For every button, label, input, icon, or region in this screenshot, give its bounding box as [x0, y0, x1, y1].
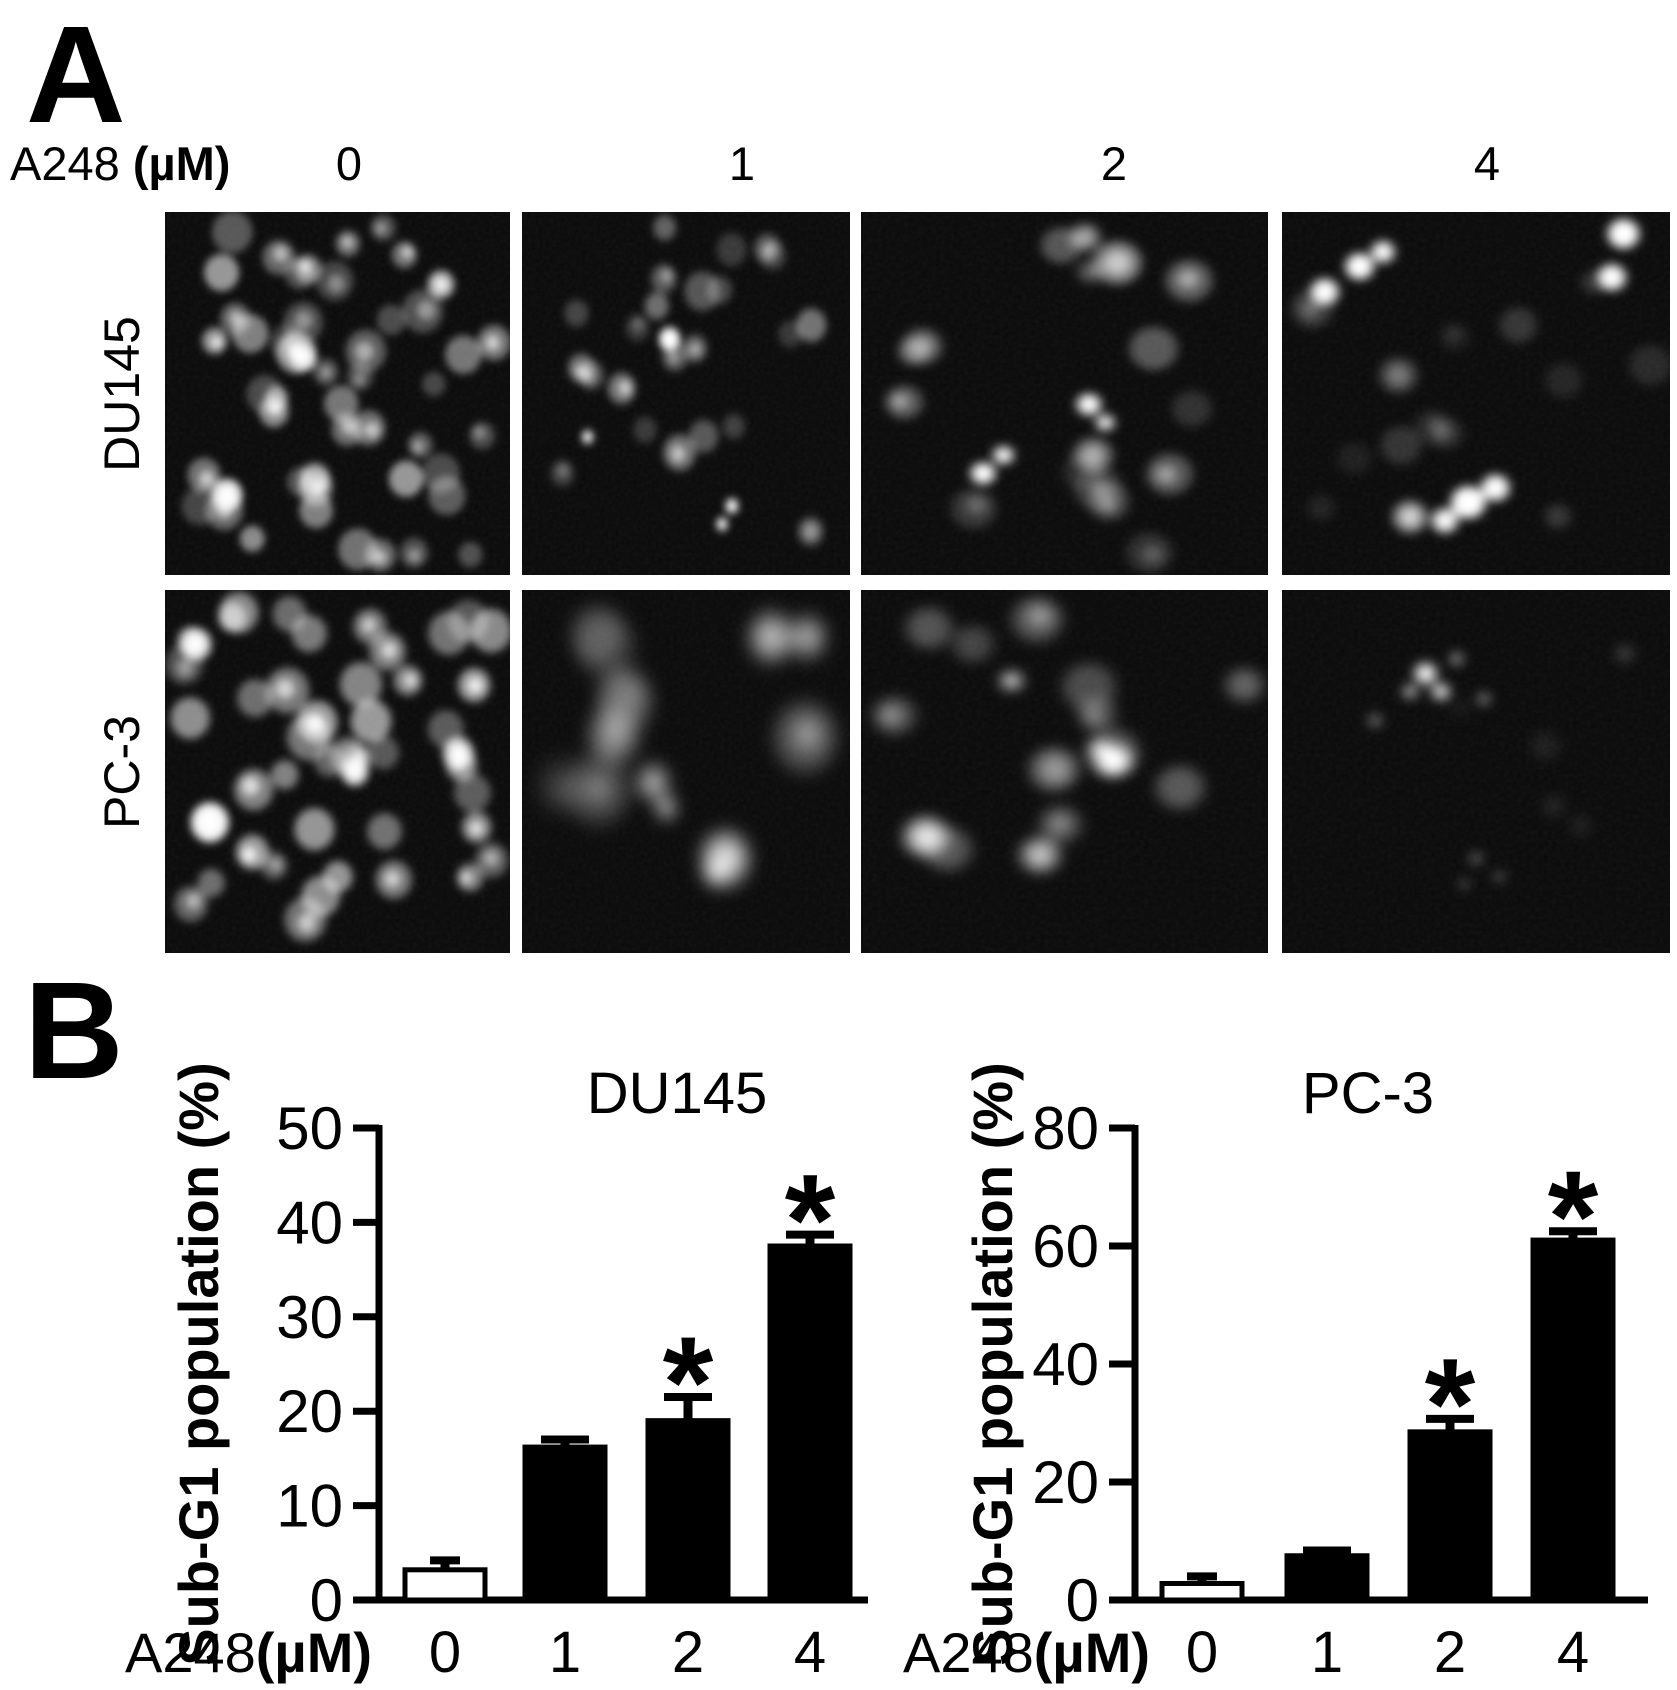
significance-asterisk: *: [1425, 1331, 1476, 1477]
du145-1um-micrograph-image: [522, 212, 850, 575]
x-tick-label: 1: [1311, 1620, 1343, 1685]
dose-header-label: A248 (µM): [10, 136, 230, 191]
pc3-2um-micrograph: [861, 590, 1268, 953]
bar-chart-du145: 0 10 20 30 40 50 Sub-G1 population (%) DU145 0 1 *…: [125, 1061, 868, 1685]
y-tick-label: 40: [276, 1189, 343, 1256]
x-tick-label: 2: [672, 1620, 704, 1685]
x-tick-label: 2: [1434, 1620, 1466, 1685]
y-tick-label: 0: [310, 1567, 343, 1634]
bar-pc-3-1um: [1284, 1553, 1370, 1603]
dose-header-units: (µM): [132, 137, 231, 190]
x-axis-label: A248(µM): [903, 1621, 1150, 1684]
x-tick-label: 0: [1186, 1620, 1218, 1685]
du145-2um-micrograph: [861, 212, 1268, 575]
bar-pc-3-4um: [1530, 1237, 1616, 1603]
bar-du145-2um: [645, 1418, 731, 1603]
y-tick-label: 40: [1032, 1331, 1099, 1398]
bar-du145-0um: [402, 1567, 488, 1603]
y-tick-label: 50: [276, 1095, 343, 1162]
du145-4um-micrograph: [1282, 212, 1670, 575]
pc3-0um-micrograph-image: [165, 590, 510, 953]
pc3-4um-micrograph-image: [1282, 590, 1670, 953]
dose-value-1: 1: [728, 137, 756, 190]
pc3-4um-micrograph: [1282, 590, 1670, 953]
bar-pc-3-2um: [1407, 1429, 1493, 1603]
dose-value-0: 0: [335, 137, 363, 190]
x-axis-label: A248(µM): [125, 1621, 372, 1684]
row-label-du145: DU145: [94, 316, 150, 472]
dose-value-3: 4: [1473, 137, 1501, 190]
x-tick-label: 0: [429, 1620, 461, 1685]
bar-du145-1um: [522, 1444, 608, 1603]
significance-asterisk: *: [663, 1309, 714, 1455]
chart-title: DU145: [587, 1061, 768, 1126]
panel-a-label: A: [26, 0, 126, 152]
panel-b-label: B: [24, 954, 124, 1108]
pc3-2um-micrograph-image: [861, 590, 1268, 953]
du145-0um-micrograph-image: [165, 212, 510, 575]
bar-pc-3-0um: [1159, 1580, 1245, 1603]
significance-asterisk: *: [1548, 1143, 1599, 1289]
y-tick-label: 10: [276, 1473, 343, 1540]
y-tick-label: 30: [276, 1284, 343, 1351]
pc3-1um-micrograph-image: [522, 590, 850, 953]
chart-title: PC-3: [1302, 1061, 1434, 1126]
y-tick-label: 20: [276, 1378, 343, 1445]
pc3-1um-micrograph: [522, 590, 850, 953]
y-axis-title: Sub-G1 population (%): [961, 1062, 1024, 1665]
bar-du145-4um: [767, 1243, 853, 1603]
x-tick-label: 1: [549, 1620, 581, 1685]
du145-0um-micrograph: [165, 212, 510, 575]
x-tick-label: 4: [1557, 1620, 1589, 1685]
y-tick-label: 60: [1032, 1213, 1099, 1280]
y-tick-label: 0: [1066, 1567, 1099, 1634]
y-tick-label: 80: [1032, 1095, 1099, 1162]
row-label-pc3: PC-3: [94, 715, 150, 829]
du145-2um-micrograph-image: [861, 212, 1268, 575]
dose-header-prefix: A248: [10, 137, 120, 190]
y-tick-label: 20: [1032, 1449, 1099, 1516]
y-axis-title: Sub-G1 population (%): [167, 1062, 230, 1665]
du145-1um-micrograph: [522, 212, 850, 575]
dose-value-2: 2: [1100, 137, 1128, 190]
x-tick-label: 4: [794, 1620, 826, 1685]
pc3-0um-micrograph: [165, 590, 510, 953]
du145-4um-micrograph-image: [1282, 212, 1670, 575]
significance-asterisk: *: [785, 1147, 836, 1293]
